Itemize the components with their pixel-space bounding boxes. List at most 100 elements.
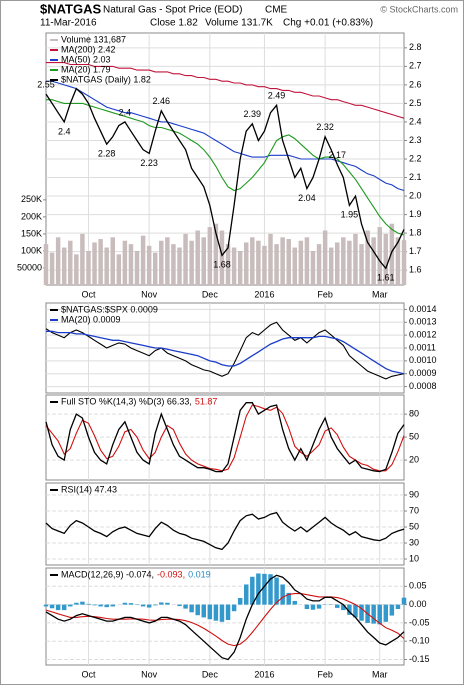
y-tick-label: 1.8 [409,227,422,237]
x-tick-label: Nov [141,289,158,299]
y-tick-label: 20 [409,454,419,464]
bar [189,240,194,285]
bar [237,250,243,285]
bar [49,252,55,285]
bar [128,244,134,285]
bar [243,242,249,285]
bar [219,604,225,622]
bar [98,604,103,607]
bar [225,604,231,620]
bar [86,603,91,605]
bar [256,573,261,605]
bar [298,240,304,285]
bar [292,600,298,605]
legend-label: MA(20) 1.79 [61,64,111,74]
bar [152,252,158,285]
bar [201,237,207,285]
y2-tick-label: 100K [21,245,42,255]
line [45,402,405,473]
line [46,62,405,119]
bar [335,242,340,285]
bar [347,604,352,615]
y-tick-label: 50 [409,431,419,441]
price-annotation: 2.04 [298,193,316,203]
date: 11-Mar-2016 [40,18,97,29]
legend-label: MA(200) 2.42 [61,44,116,54]
bar [304,237,310,285]
bar [122,602,128,605]
legend-label: MA(20) 0.0009 [61,314,121,324]
bar [237,598,243,605]
legend-swatch [50,69,58,71]
legend-label: RSI(14) 47.43 [61,484,117,494]
bar [389,223,395,285]
y-tick-label: 0.0008 [409,381,437,391]
bar [377,604,382,625]
y-tick-label: 0.0014 [409,304,437,314]
bar [86,250,91,285]
bar [183,604,188,609]
x-tick-label: Oct [81,669,96,679]
line [45,574,405,661]
bar [195,230,200,285]
legend-label: MACD(12,26,9) -0.074, [61,569,154,579]
bar [43,244,49,285]
line [45,593,405,647]
y-tick-label: 0.0013 [409,317,437,327]
bar [353,604,358,618]
bar [171,244,176,285]
bar [177,247,182,285]
line [46,330,405,375]
bar [152,604,158,606]
bar [243,584,249,605]
bar [159,240,164,285]
bar [92,604,97,606]
price-annotation: 2.17 [328,150,346,160]
y-tick-label: 30 [409,537,419,547]
bar [98,239,103,285]
bar [140,604,146,607]
y-tick-label: 2.0 [409,190,422,200]
bar [146,245,152,285]
y-tick-label: -0.05 [409,617,430,627]
bar [365,230,370,285]
line [46,99,405,236]
price-annotation: 1.61 [377,273,395,283]
bar [274,244,279,285]
bar [280,584,285,605]
exchange: CME [265,5,288,16]
bar [268,574,273,605]
bar [383,604,389,622]
bar [213,604,219,621]
change: Chg +0.01 (+0.83%) [283,18,373,29]
price-annotation: 1.68 [213,260,231,270]
bar [159,602,164,605]
bar [389,604,395,616]
legend-swatch [50,309,58,311]
price-annotation: 2.28 [98,149,116,159]
bar [310,250,316,285]
legend-label: MA(50) 2.03 [61,54,111,64]
legend-label: Full STO %K(14,3) %D(3) 66.33, [61,396,192,406]
line [45,321,405,380]
bar [262,573,267,605]
bar [201,604,207,618]
price-annotation: 1.95 [341,210,359,220]
bar [280,237,285,285]
x-tick-label: Feb [317,669,333,679]
instrument-name: Natural Gas - Spot Price (EOD) [103,5,242,16]
bar [68,240,73,285]
price-annotation: 2.23 [140,158,158,168]
x-tick-label: 2016 [254,289,274,299]
legend-label: $NATGAS (Daily) 1.82 [61,74,151,84]
x-tick-label: Nov [141,669,158,679]
y-tick-label: 0.0011 [409,342,436,352]
legend-label: $NATGAS:$SPX 0.0009 [61,304,158,314]
bar [328,247,334,285]
bar [165,237,170,285]
bar [341,604,346,611]
bar [250,576,255,605]
bar [61,247,67,285]
bar [401,240,407,285]
